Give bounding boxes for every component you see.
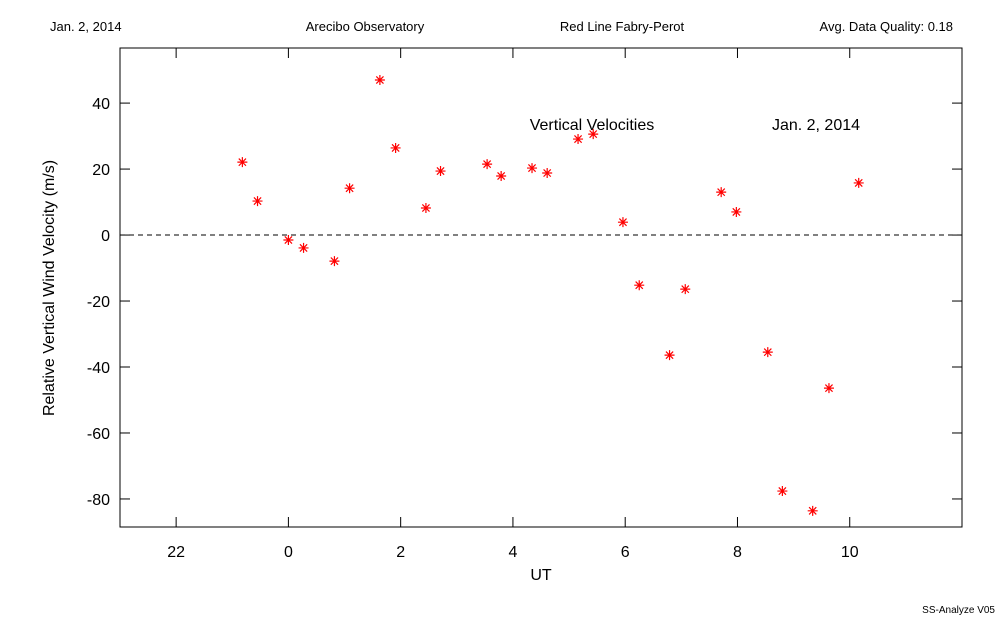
header-quality: Avg. Data Quality: 0.18 [820,19,953,34]
footer: SS-Analyze V05 [922,605,995,616]
data-point [496,170,507,181]
plot-frame [119,47,963,528]
data-point [634,280,645,291]
x-axis-label: UT [530,567,552,584]
data-point [664,350,675,361]
x-tick-label: 10 [841,544,859,561]
data-point [298,242,309,253]
data-point [716,187,727,198]
header-site: Arecibo Observatory [306,19,425,34]
y-tick-label: -40 [87,360,110,377]
x-tick-label: 8 [733,544,742,561]
data-point [573,134,584,145]
annotation: Vertical Velocities [530,117,655,134]
data-point [344,183,355,194]
x-tick-label: 4 [508,544,517,561]
x-tick-label: 2 [396,544,405,561]
data-point [807,505,818,516]
data-point [853,177,864,188]
data-point [237,157,248,168]
x-tick-label: 6 [621,544,630,561]
data-point [435,166,446,177]
header-date: Jan. 2, 2014 [50,19,122,34]
x-tick-label: 0 [284,544,293,561]
data-point [762,347,773,358]
data-point [731,206,742,217]
data-point [823,383,834,394]
y-tick-label: -20 [87,294,110,311]
data-point [542,168,553,179]
y-tick-label: -60 [87,426,110,443]
data-point [482,159,493,170]
data-point [527,163,538,174]
header-instrument: Red Line Fabry-Perot [560,19,685,34]
y-tick-label: 40 [92,96,110,113]
annotation: Jan. 2, 2014 [772,117,860,134]
y-tick-label: -80 [87,492,110,509]
x-tick-label: 22 [167,544,185,561]
data-point [374,74,385,85]
data-point [680,284,691,295]
data-point [617,217,628,228]
y-tick-label: 20 [92,162,110,179]
data-point [777,486,788,497]
data-point [390,142,401,153]
data-point [420,202,431,213]
data-point [588,129,599,140]
data-point [283,234,294,245]
data-point [329,256,340,267]
y-tick-label: 0 [101,228,110,245]
y-axis-label: Relative Vertical Wind Velocity (m/s) [41,160,58,416]
data-point [252,196,263,207]
